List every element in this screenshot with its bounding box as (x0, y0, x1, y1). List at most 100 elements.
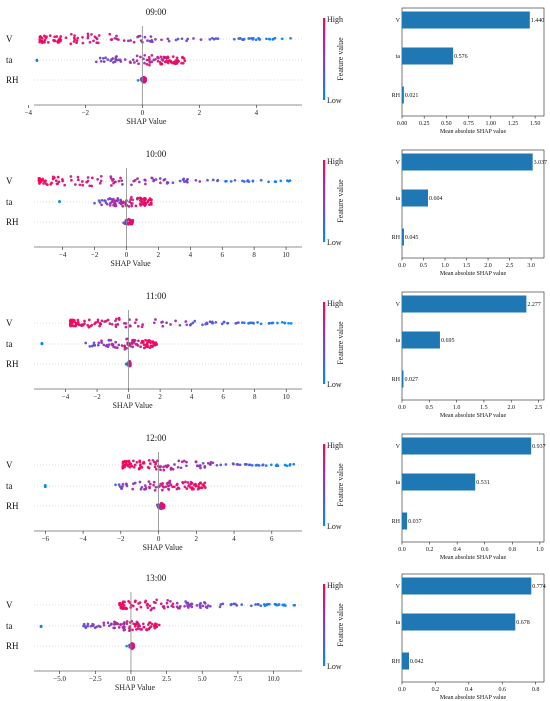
shap-point (111, 57, 115, 60)
shap-point (48, 34, 52, 37)
bar-value-label: 0.678 (516, 620, 530, 626)
shap-point (100, 319, 104, 323)
bar-x-tick-label: 0.25 (419, 121, 430, 127)
x-tick-label: −5.0 (53, 675, 66, 683)
shap-point (104, 201, 108, 205)
shap-point (136, 344, 140, 347)
shap-point (145, 62, 149, 66)
feature-label: RH (6, 501, 19, 511)
x-tick-label: 0 (125, 251, 129, 259)
shap-point (165, 601, 169, 605)
shap-point (114, 57, 118, 61)
feature-label: RH (6, 217, 19, 227)
shap-point (139, 345, 142, 349)
shap-point (220, 322, 224, 326)
shap-point (51, 177, 55, 181)
shap-point (224, 463, 228, 466)
shap-point (160, 488, 164, 492)
shap-point (159, 181, 162, 185)
shap-point (222, 320, 226, 324)
shap-point (277, 603, 281, 606)
shap-point (137, 339, 140, 343)
bar-x-tick-label: 1.50 (530, 121, 541, 127)
shap-point (130, 202, 134, 205)
shap-point (131, 338, 134, 342)
shap-point (88, 40, 92, 44)
shap-point (159, 482, 163, 486)
shap-point (209, 463, 212, 466)
shap-point (250, 36, 254, 40)
shap-point (142, 625, 146, 629)
shap-point (125, 483, 128, 486)
bar-category-label: V (396, 18, 401, 24)
shap-point (157, 56, 160, 60)
shap-point (206, 604, 210, 607)
shap-point (76, 318, 80, 322)
shap-point (109, 59, 113, 63)
shap-point (208, 38, 212, 41)
shap-point (139, 605, 143, 609)
shap-point (148, 346, 152, 350)
shap-point (118, 201, 122, 205)
shap-point (138, 459, 141, 463)
shap-point (134, 599, 137, 603)
shap-point (125, 460, 129, 463)
shap-point (135, 461, 139, 464)
shap-point (76, 178, 80, 182)
shap-point (146, 623, 150, 626)
shap-point (118, 603, 122, 606)
shap-point (84, 626, 88, 630)
shap-point (39, 625, 43, 628)
shap-point (177, 59, 180, 63)
shap-point (130, 464, 134, 468)
shap-point (106, 621, 110, 625)
shap-point (121, 204, 125, 208)
shap-point (148, 63, 151, 67)
shap-point (141, 341, 145, 344)
shap-point (146, 39, 149, 42)
shap-point (94, 36, 98, 40)
shap-point (128, 218, 131, 222)
x-tick-label: 6 (270, 535, 274, 543)
shap-point (201, 323, 204, 327)
shap-point (128, 324, 132, 327)
shap-point (285, 464, 289, 468)
shap-point (136, 625, 140, 628)
bar (402, 331, 440, 349)
bar-x-tick-label: 2.0 (507, 405, 515, 411)
shap-point (236, 463, 240, 466)
shap-point (120, 179, 124, 183)
shap-point (69, 32, 73, 36)
shap-point (148, 604, 152, 608)
shap-point (163, 60, 167, 64)
shap-point (131, 487, 135, 491)
shap-point (107, 343, 111, 346)
shap-point (110, 322, 114, 326)
shap-point (121, 485, 124, 488)
colorbar-title: Feature value (336, 179, 345, 223)
shap-point (240, 603, 244, 606)
shap-point (256, 603, 260, 606)
shap-point (64, 36, 68, 40)
shap-point (152, 341, 155, 345)
shap-point (108, 204, 112, 207)
shap-point (249, 604, 253, 608)
shap-point (292, 462, 296, 466)
shap-point (110, 342, 114, 346)
shap-point (132, 465, 136, 469)
x-tick-label: 0 (127, 393, 131, 401)
shap-point (106, 58, 110, 61)
shap-point (232, 462, 235, 466)
shap-point (114, 323, 118, 327)
shap-point (118, 485, 122, 488)
shap-point (147, 459, 151, 462)
shap-point (146, 602, 149, 606)
shap-point (190, 605, 194, 609)
shap-point (149, 341, 152, 345)
shap-point (131, 604, 135, 608)
shap-point (128, 625, 132, 628)
shap-point (114, 483, 117, 487)
shap-point (125, 607, 129, 610)
shap-point (106, 318, 110, 322)
shap-point (153, 622, 157, 626)
